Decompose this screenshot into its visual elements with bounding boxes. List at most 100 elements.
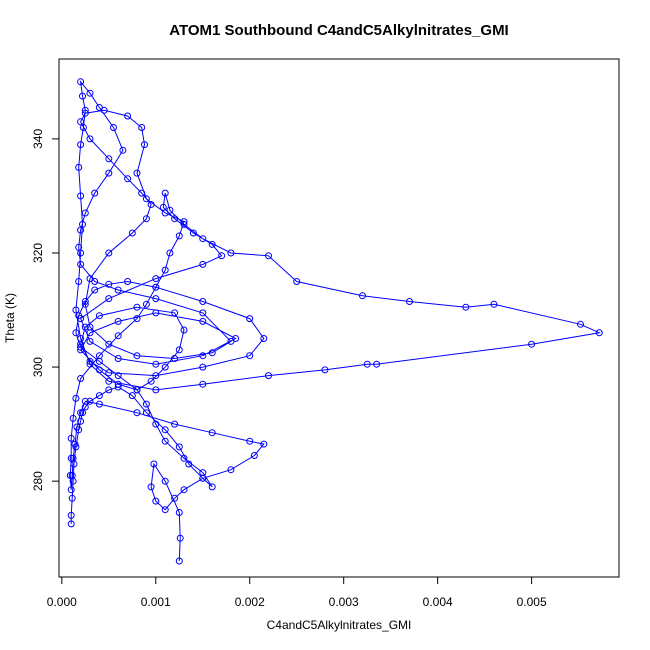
data-point [152, 295, 160, 303]
data-point [246, 437, 254, 445]
chart-title: ATOM1 Southbound C4andC5Alkylnitrates_GM… [169, 22, 508, 39]
data-point [124, 175, 132, 183]
data-point [114, 380, 122, 388]
data-point [152, 360, 160, 368]
data-point [133, 409, 141, 417]
data-point [166, 249, 174, 257]
data-point [77, 226, 85, 234]
data-point [81, 300, 89, 308]
x-tick-label: 0.004 [423, 595, 453, 609]
data-point [81, 323, 89, 331]
data-point [72, 329, 80, 337]
data-point [141, 141, 148, 149]
data-point [72, 306, 80, 314]
data-point [77, 260, 85, 268]
data-point [86, 337, 94, 345]
y-axis: 280 300 320 340 [31, 129, 60, 491]
data-point [171, 309, 179, 317]
data-point [577, 320, 584, 328]
x-tick-label: 0.000 [47, 595, 77, 609]
data-point [293, 278, 301, 285]
data-point [105, 369, 113, 377]
y-tick-label: 320 [31, 243, 45, 263]
data-point [199, 317, 207, 325]
data-point [77, 417, 85, 425]
data-point [152, 420, 160, 428]
data-point [175, 509, 183, 516]
data-point [180, 326, 188, 334]
data-point [73, 423, 81, 431]
x-tick-label: 0.005 [517, 595, 547, 609]
data-point [68, 494, 76, 502]
data-point [161, 209, 169, 217]
data-point [133, 315, 141, 323]
data-point [180, 486, 188, 494]
data-point [75, 243, 83, 251]
data-point [105, 155, 113, 163]
data-point [199, 363, 207, 371]
data-point [133, 386, 141, 394]
data-point [147, 201, 155, 208]
data-point [91, 286, 99, 294]
data-point [68, 472, 76, 479]
data-point [105, 280, 113, 288]
data-point [124, 278, 132, 285]
data-point [86, 89, 94, 97]
data-point [161, 477, 169, 485]
data-point [105, 386, 113, 394]
data-point [180, 220, 188, 228]
data-point [105, 295, 113, 303]
data-point [171, 355, 179, 362]
data-point [86, 275, 94, 283]
data-point [133, 169, 141, 177]
series-points [66, 78, 603, 565]
data-point [208, 240, 216, 248]
data-point [67, 434, 75, 442]
data-point [77, 78, 85, 86]
data-point [114, 317, 122, 325]
data-point [142, 400, 150, 408]
data-point [260, 335, 268, 342]
data-point [265, 252, 272, 260]
data-point [77, 343, 85, 351]
data-point [250, 452, 258, 459]
data-point [114, 383, 122, 391]
data-point [152, 309, 160, 317]
x-tick-label: 0.003 [329, 595, 359, 609]
data-point [128, 392, 136, 400]
data-point [138, 124, 146, 131]
x-tick-label: 0.001 [141, 595, 171, 609]
data-point [77, 118, 85, 126]
data-point [77, 346, 85, 354]
data-point [359, 292, 366, 300]
data-point [246, 315, 254, 323]
data-point [95, 400, 103, 408]
data-point [81, 397, 89, 405]
data-point [77, 409, 85, 417]
data-point [67, 520, 75, 528]
data-point [128, 229, 136, 237]
data-point [133, 352, 141, 360]
data-point [171, 420, 179, 428]
data-point [67, 454, 75, 462]
data-point [175, 443, 183, 451]
data-point [227, 466, 235, 474]
data-point [114, 332, 122, 340]
data-point [110, 124, 117, 131]
data-point [142, 195, 150, 203]
data-point [373, 360, 381, 368]
data-point [79, 92, 86, 100]
y-axis-label: Theta (K) [3, 293, 17, 343]
x-axis: 0.000 0.001 0.002 0.003 0.004 0.005 [47, 576, 547, 609]
data-point [161, 189, 169, 197]
data-point [69, 454, 77, 462]
data-point [81, 209, 89, 217]
data-point [75, 163, 83, 171]
y-tick-label: 300 [31, 357, 45, 377]
data-point [114, 355, 122, 362]
data-point [227, 249, 235, 257]
data-point [95, 392, 103, 400]
data-point [363, 360, 371, 368]
data-point [171, 215, 179, 223]
